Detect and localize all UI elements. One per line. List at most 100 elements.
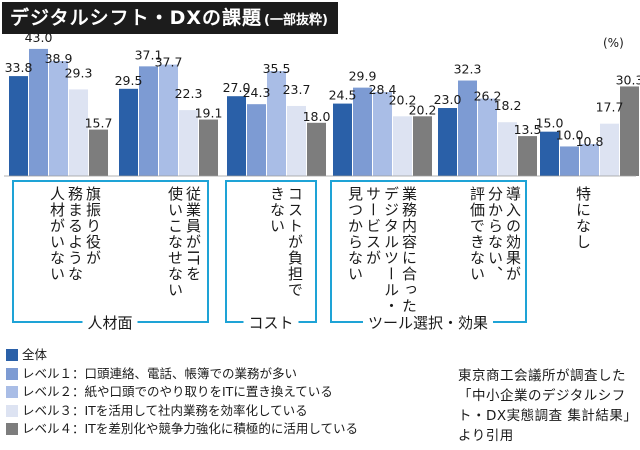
legend-item-4: レベル４：ITを差別化や競争力強化に積極的に活用している xyxy=(6,420,358,439)
bar-5-0 xyxy=(540,131,559,176)
category-label-line: きない xyxy=(268,186,286,234)
value-label-5-4: 30.3 xyxy=(616,72,640,87)
bar-2-3 xyxy=(287,105,306,176)
value-label-0-3: 29.3 xyxy=(65,65,93,80)
legend-label: 全体 xyxy=(22,347,48,362)
bar-2-2 xyxy=(267,71,286,176)
category-label-line: 人材がいない xyxy=(48,186,66,282)
legend-label: レベル４：ITを差別化や競争力強化に積極的に活用している xyxy=(22,421,358,436)
unit-label: (%) xyxy=(603,36,624,50)
bar-3-4 xyxy=(413,116,432,176)
group-label-bg-2 xyxy=(363,312,493,332)
bar-4-0 xyxy=(438,108,457,176)
category-label-line: 見つからない xyxy=(346,186,364,282)
group-label-bg-1 xyxy=(243,312,299,332)
category-label-line: 旗振り役が xyxy=(84,186,102,266)
category-label-line: 評価できない xyxy=(468,186,486,282)
category-label-line: 務まるような xyxy=(66,186,84,282)
value-label-3-1: 29.9 xyxy=(349,69,377,84)
bar-1-2 xyxy=(159,64,178,176)
category-label-5: 特になし xyxy=(574,186,592,250)
legend-label: レベル３：ITを活用して社内業務を効率化している xyxy=(22,402,308,418)
value-label-2-0: 27.0 xyxy=(223,80,251,95)
value-label-4-4: 13.5 xyxy=(514,122,542,137)
bar-0-2 xyxy=(49,61,68,177)
legend-swatch xyxy=(6,423,18,436)
value-labels-layer: 33.843.038.929.315.729.537.137.722.319.1… xyxy=(5,30,640,149)
category-label-line: デジタルツール・ xyxy=(382,186,400,314)
bar-1-0 xyxy=(119,88,138,176)
bar-5-4 xyxy=(620,86,639,176)
legend-label: レベル２：紙や口頭でのやり取りをITに置き換えている xyxy=(22,384,333,399)
value-label-3-4: 20.2 xyxy=(409,102,437,117)
source-note: 東京商工会議所が調査した「中小企業のデジタルシフト・DX実態調査 集計結果」より… xyxy=(458,368,638,444)
chart-title: デジタルシフト・DXの課題 xyxy=(10,7,263,29)
category-label-line: 使いこなせない xyxy=(166,186,184,298)
group-label-1: コスト xyxy=(248,314,293,332)
bar-5-3 xyxy=(600,123,619,176)
bar-1-3 xyxy=(179,110,198,176)
category-label-3: 業務内容に合った デジタルツール・ サービスが 見つからない xyxy=(346,186,418,314)
bar-1-1 xyxy=(139,66,158,176)
value-label-4-2: 26.2 xyxy=(474,89,502,104)
value-label-4-3: 18.2 xyxy=(494,98,522,113)
legend-swatch xyxy=(6,349,18,362)
chart-subtitle: (一部抜粋) xyxy=(264,13,328,28)
bar-4-1 xyxy=(458,80,477,176)
value-label-5-3: 17.7 xyxy=(596,100,624,115)
bar-4-4 xyxy=(518,136,537,176)
group-frame-1 xyxy=(225,180,317,323)
value-label-1-2: 37.7 xyxy=(155,55,183,70)
bar-2-4 xyxy=(307,122,326,176)
value-label-4-1: 32.3 xyxy=(454,62,482,77)
category-label-line: 従業員がITを xyxy=(184,186,202,282)
group-frame-0 xyxy=(12,180,209,323)
legend-swatch xyxy=(6,386,18,399)
category-label-line: サービスが xyxy=(364,186,382,266)
value-label-5-2: 10.8 xyxy=(576,134,604,149)
bar-3-3 xyxy=(393,116,412,176)
value-label-0-2: 38.9 xyxy=(45,51,73,66)
value-label-2-1: 24.3 xyxy=(243,85,271,100)
legend-item-3: レベル３：ITを活用して社内業務を効率化している xyxy=(6,402,358,421)
value-label-1-4: 19.1 xyxy=(195,106,223,121)
legend-item-1: レベル１：口頭連絡、電話、帳簿での業務が多い xyxy=(6,365,358,384)
category-label-line: 導入の効果が xyxy=(504,186,522,282)
bar-2-0 xyxy=(227,96,246,176)
value-label-5-1: 10.0 xyxy=(556,127,584,142)
bar-0-3 xyxy=(69,89,88,176)
bar-1-4 xyxy=(199,119,218,176)
title-banner: デジタルシフト・DXの課題 (一部抜粋) xyxy=(2,2,338,34)
group-label-2: ツール選択・効果 xyxy=(368,314,488,332)
value-label-3-3: 20.2 xyxy=(389,92,417,107)
bar-4-2 xyxy=(478,98,497,176)
legend-swatch xyxy=(6,367,18,380)
bar-4-3 xyxy=(498,122,517,176)
category-label-0: 旗振り役が 務まるような 人材がいない xyxy=(48,186,102,282)
value-label-2-3: 23.7 xyxy=(283,82,311,97)
bar-0-0 xyxy=(9,76,28,176)
value-label-1-1: 37.1 xyxy=(135,47,163,62)
group-label-0: 人材面 xyxy=(87,314,132,332)
bar-0-1 xyxy=(29,48,48,176)
value-label-0-4: 15.7 xyxy=(85,116,113,131)
category-label-1: 従業員がITを 使いこなせない xyxy=(166,186,202,298)
category-label-line: 業務内容に合った xyxy=(400,186,418,314)
bar-5-1 xyxy=(560,146,579,176)
legend-label: レベル１：口頭連絡、電話、帳簿での業務が多い xyxy=(22,365,298,381)
legend-item-0: 全体 xyxy=(6,346,358,365)
legend-item-2: レベル２：紙や口頭でのやり取りをITに置き換えている xyxy=(6,383,358,402)
category-label-line: 分からない、 xyxy=(486,186,504,282)
value-label-0-0: 33.8 xyxy=(5,60,33,75)
value-label-1-3: 22.3 xyxy=(175,86,203,101)
bar-0-4 xyxy=(89,129,108,176)
value-label-3-2: 28.4 xyxy=(369,82,397,97)
category-label-2: コストが負担で きない xyxy=(268,186,304,298)
value-label-3-0: 24.5 xyxy=(329,88,357,103)
category-label-4: 導入の効果が 分からない、 評価できない xyxy=(468,186,522,282)
value-label-2-4: 18.0 xyxy=(303,109,331,124)
bar-3-2 xyxy=(373,92,392,176)
value-label-1-0: 29.5 xyxy=(115,73,143,88)
value-label-2-2: 35.5 xyxy=(263,61,291,76)
